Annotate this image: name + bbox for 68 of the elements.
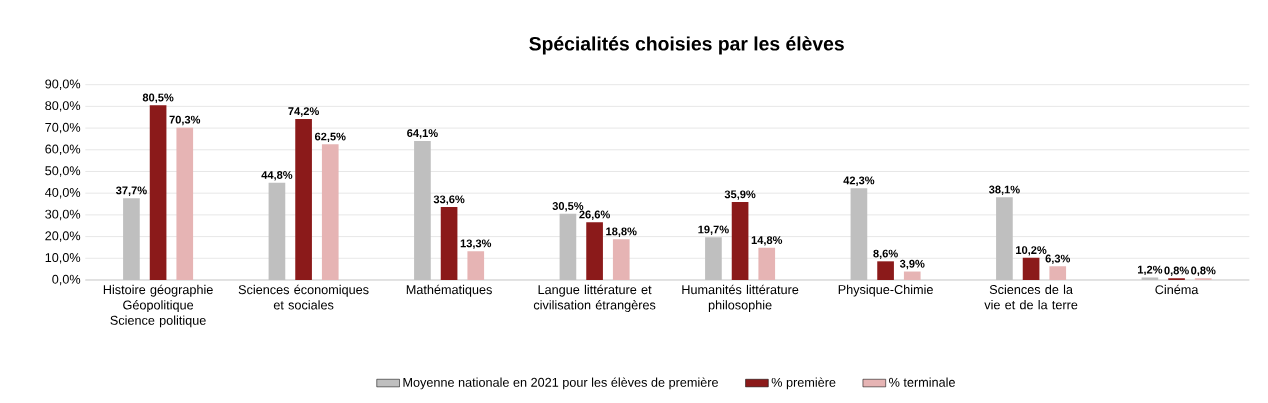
data-label: 26,6% [579, 210, 610, 221]
bar [1141, 277, 1159, 281]
bar [758, 248, 776, 281]
data-label: 35,9% [724, 190, 756, 200]
y-tick-label: 20,0% [45, 231, 81, 242]
data-label: 3,9% [899, 260, 925, 270]
data-label: 62,5% [314, 132, 346, 143]
bar [850, 188, 868, 281]
chart-title: Spécialités choisies par les élèves [529, 36, 844, 55]
data-label: 19,7% [698, 225, 729, 236]
data-label: 80,5% [142, 93, 174, 104]
bar [731, 202, 749, 281]
data-label: 10,2% [1016, 246, 1047, 256]
x-tick-label: Physique-Chimie [838, 284, 933, 297]
y-tick-label: 10,0% [45, 253, 81, 264]
data-label: 1,2% [1137, 265, 1163, 276]
bar [705, 237, 722, 281]
bar [877, 261, 894, 281]
legend-label: % terminale [889, 377, 955, 387]
bar [612, 239, 630, 281]
bar [321, 144, 339, 281]
data-label: 33,6% [433, 195, 465, 205]
y-tick-label: 70,0% [45, 123, 81, 134]
bar [123, 198, 140, 281]
bar [1049, 266, 1067, 281]
bar [414, 141, 431, 281]
data-label: 30,5% [552, 202, 584, 212]
data-label: 44,8% [261, 171, 293, 181]
data-label: 13,3% [460, 239, 492, 250]
x-tick-label: Sciences économiques et sociales [238, 284, 369, 310]
data-label: 18,8% [606, 227, 637, 238]
bar [586, 222, 603, 281]
bar [440, 207, 458, 281]
y-tick-label: 30,0% [45, 209, 81, 221]
bar [176, 127, 194, 281]
data-label: 6,3% [1045, 254, 1071, 265]
y-tick-label: 80,0% [45, 101, 81, 112]
data-label: 14,8% [751, 236, 783, 246]
bar [268, 182, 286, 281]
bar [149, 105, 167, 281]
y-tick-label: 50,0% [45, 166, 81, 177]
bar [559, 213, 577, 281]
bar [996, 197, 1013, 281]
y-tick-label: 60,0% [45, 144, 81, 156]
data-label: 74,2% [288, 107, 319, 117]
data-label: 37,7% [115, 186, 147, 197]
data-label: 38,1% [988, 185, 1020, 196]
bar [295, 119, 312, 281]
bar [467, 251, 485, 281]
data-label: 0,8% [1191, 266, 1216, 277]
x-tick-label: Langue littérature et civilisation étrangères [533, 284, 656, 313]
data-label: 64,1% [407, 129, 438, 139]
x-tick-label: Sciences de la vie et de la terre [984, 284, 1078, 310]
legend-label: Moyenne nationale en 2021 pour les élèves de première [403, 377, 718, 390]
y-tick-label: 40,0% [45, 188, 81, 199]
bar [903, 271, 921, 281]
x-tick-label: Cinéma [1155, 284, 1199, 295]
data-label: 70,3% [169, 115, 201, 126]
x-tick-label: Histoire géographie Géopolitique Science politique [103, 284, 213, 328]
bar [1022, 258, 1040, 281]
data-label: 8,6% [873, 249, 898, 260]
x-tick-label: Humanités littérature philosophie [682, 284, 799, 313]
y-tick-label: 0,0% [52, 274, 81, 286]
legend-label: % première [771, 377, 836, 390]
data-label: 0,8% [1164, 266, 1189, 277]
x-tick-label: Mathématiques [406, 284, 492, 297]
y-tick-label: 90,0% [45, 79, 81, 91]
data-label: 42,3% [843, 176, 875, 187]
